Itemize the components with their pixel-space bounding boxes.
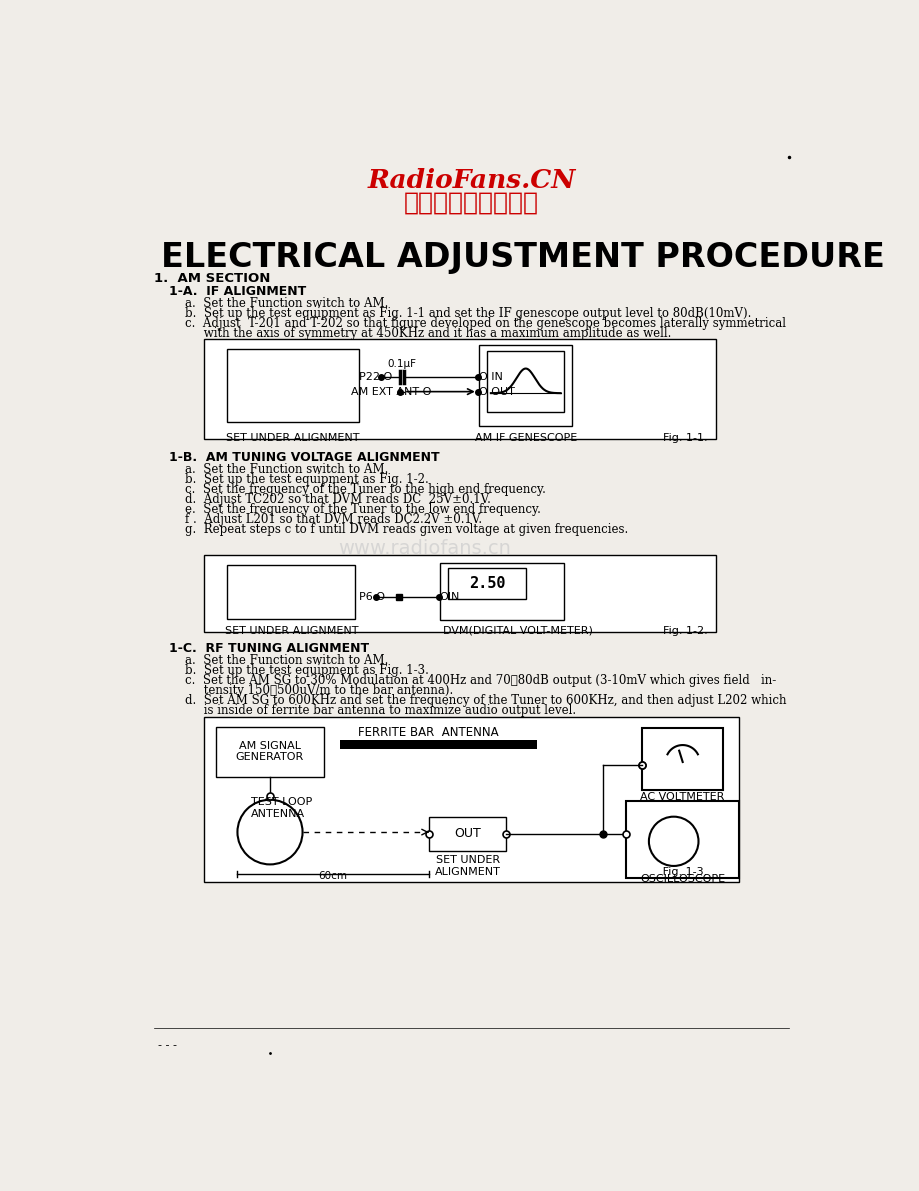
Circle shape xyxy=(237,799,302,865)
Text: d.  Set AM SG to 600KHz and set the frequency of the Tuner to 600KHz, and then a: d. Set AM SG to 600KHz and set the frequ… xyxy=(185,694,786,707)
Text: a.  Set the Function switch to AM.: a. Set the Function switch to AM. xyxy=(185,297,388,310)
Text: Fig. 1-1.: Fig. 1-1. xyxy=(663,434,707,443)
Text: AM IF GENESCOPE: AM IF GENESCOPE xyxy=(474,434,576,443)
Text: TEST LOOP
ANTENNA: TEST LOOP ANTENNA xyxy=(250,798,312,819)
Text: c.  Adjust  T-201 and T-202 so that figure developed on the genescope becomes la: c. Adjust T-201 and T-202 so that figure… xyxy=(185,317,785,330)
Bar xyxy=(216,727,323,777)
Text: c.  Set the frequency of the Tuner to the high end frequency.: c. Set the frequency of the Tuner to the… xyxy=(185,484,545,497)
Text: a.  Set the Function switch to AM.: a. Set the Function switch to AM. xyxy=(185,463,388,476)
Text: tensity 150～500uV/m to the bar antenna).: tensity 150～500uV/m to the bar antenna). xyxy=(185,685,452,697)
Bar xyxy=(626,802,738,878)
Text: b.  Set up the test equipment as Fig. 1-1 and set the IF genescope output level : b. Set up the test equipment as Fig. 1-1… xyxy=(185,307,750,320)
Bar xyxy=(428,817,505,852)
Text: FERRITE BAR  ANTENNA: FERRITE BAR ANTENNA xyxy=(358,725,498,738)
Text: 1-C.  RF TUNING ALIGNMENT: 1-C. RF TUNING ALIGNMENT xyxy=(169,642,369,655)
Text: OUT: OUT xyxy=(454,828,481,841)
Text: with the axis of symmetry at 450KHz and it has a maximum amplitude as well.: with the axis of symmetry at 450KHz and … xyxy=(185,328,670,339)
Text: is inside of ferrite bar antenna to maximize audio output level.: is inside of ferrite bar antenna to maxi… xyxy=(185,704,575,717)
Text: DVM(DIGITAL VOLT-METER): DVM(DIGITAL VOLT-METER) xyxy=(443,625,592,636)
Text: www.radiofans.cn: www.radiofans.cn xyxy=(338,540,511,559)
Bar xyxy=(440,562,564,621)
Bar xyxy=(486,351,564,412)
Text: a.  Set the Function switch to AM.: a. Set the Function switch to AM. xyxy=(185,654,388,667)
Text: 1.  AM SECTION: 1. AM SECTION xyxy=(153,273,270,286)
Text: - - -: - - - xyxy=(157,1040,176,1050)
Text: SET UNDER ALIGNMENT: SET UNDER ALIGNMENT xyxy=(225,625,358,636)
Text: 60cm: 60cm xyxy=(318,872,347,881)
Text: O IN: O IN xyxy=(479,372,503,382)
Text: c.  Set the AM SG to 30% Modulation at 400Hz and 70～80dB output (3-10mV which gi: c. Set the AM SG to 30% Modulation at 40… xyxy=(185,674,775,687)
Text: RadioFans.CN: RadioFans.CN xyxy=(367,168,575,193)
Text: f .  Adjust L201 so that DVM reads DC2.2V ±0.1V.: f . Adjust L201 so that DVM reads DC2.2V… xyxy=(185,513,482,526)
Text: 1-B.  AM TUNING VOLTAGE ALIGNMENT: 1-B. AM TUNING VOLTAGE ALIGNMENT xyxy=(169,451,439,464)
Bar xyxy=(227,565,355,619)
Text: O OUT: O OUT xyxy=(479,387,515,397)
Bar xyxy=(641,728,722,790)
Bar xyxy=(204,339,715,439)
Bar xyxy=(479,345,572,426)
Text: 0.1μF: 0.1μF xyxy=(387,360,415,369)
Text: SET UNDER
ALIGNMENT: SET UNDER ALIGNMENT xyxy=(434,855,500,877)
Text: P22 O: P22 O xyxy=(358,372,391,382)
Text: AM SIGNAL
GENERATOR: AM SIGNAL GENERATOR xyxy=(235,741,304,762)
Text: SET UNDER ALIGNMENT: SET UNDER ALIGNMENT xyxy=(226,434,359,443)
Text: OIN: OIN xyxy=(439,592,460,603)
Text: P6 O: P6 O xyxy=(358,592,385,603)
Text: .Fig. 1-3.: .Fig. 1-3. xyxy=(658,867,706,877)
Text: ELECTRICAL ADJUSTMENT PROCEDURE: ELECTRICAL ADJUSTMENT PROCEDURE xyxy=(162,242,884,274)
Text: d.  Adjust TC202 so that DVM reads DC  25V±0.1V.: d. Adjust TC202 so that DVM reads DC 25V… xyxy=(185,493,490,506)
Text: Fig. 1-2.: Fig. 1-2. xyxy=(663,625,707,636)
Text: g.  Repeat steps c to f until DVM reads given voltage at given frequencies.: g. Repeat steps c to f until DVM reads g… xyxy=(185,523,628,536)
Bar xyxy=(448,568,525,599)
Text: 2.50: 2.50 xyxy=(469,576,505,591)
Bar xyxy=(227,349,358,423)
Text: 收音机爱好者资料库: 收音机爱好者资料库 xyxy=(403,191,539,214)
Bar xyxy=(204,717,738,883)
Text: b.  Set up the test equipment as Fig. 1-2.: b. Set up the test equipment as Fig. 1-2… xyxy=(185,473,428,486)
Text: b.  Set up the test equipment as Fig. 1-3.: b. Set up the test equipment as Fig. 1-3… xyxy=(185,665,428,678)
Text: AM EXT ANT O: AM EXT ANT O xyxy=(351,387,431,397)
Text: AC VOLTMETER: AC VOLTMETER xyxy=(640,792,724,802)
Bar xyxy=(204,555,715,632)
Text: e.  Set the frequency of the Tuner to the low end frequency.: e. Set the frequency of the Tuner to the… xyxy=(185,504,540,516)
Text: 1-A.  IF ALIGNMENT: 1-A. IF ALIGNMENT xyxy=(169,286,306,299)
Bar xyxy=(339,740,537,749)
Text: OSCILLOSCOPE: OSCILLOSCOPE xyxy=(640,874,724,885)
Circle shape xyxy=(648,817,698,866)
